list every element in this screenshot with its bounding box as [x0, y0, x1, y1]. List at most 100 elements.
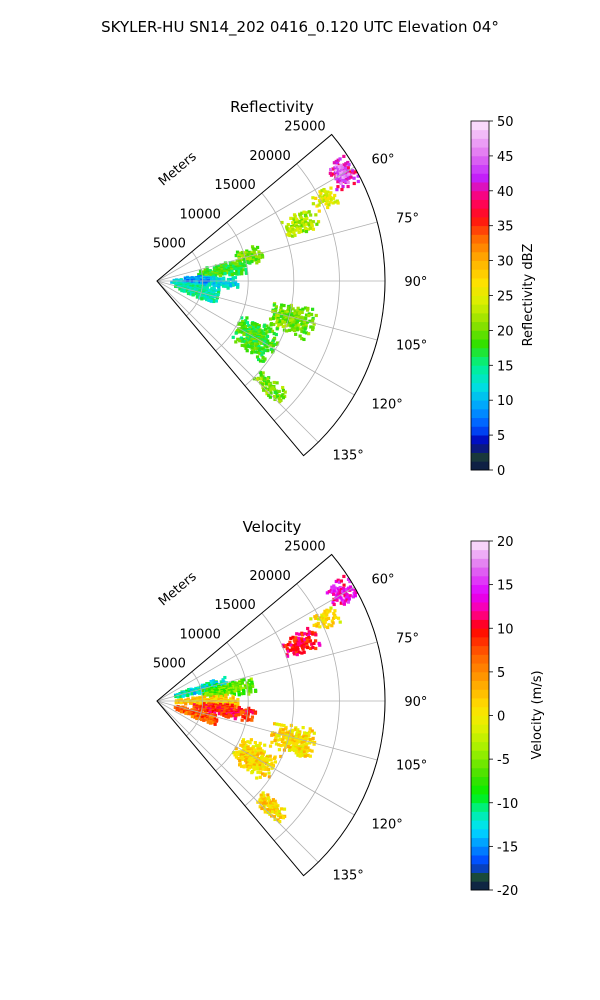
azimuth-tick-label: 90° — [404, 275, 427, 290]
echo-region — [268, 722, 317, 758]
colorbar-segment — [471, 619, 489, 629]
colorbar-segment — [471, 260, 489, 270]
colorbar-segment — [471, 828, 489, 839]
echo-region — [325, 574, 358, 607]
colorbar-segment — [471, 575, 489, 586]
colorbar-tick-label: 50 — [497, 115, 514, 130]
echo-region — [256, 791, 287, 824]
sector-frame — [156, 553, 386, 877]
colorbar-segment — [471, 330, 489, 340]
colorbar-tick-label: 20 — [497, 535, 514, 550]
colorbar-segment — [471, 382, 489, 392]
azimuth-spoke — [156, 166, 355, 282]
colorbar-segment — [471, 645, 489, 655]
range-tick-label: 15000 — [214, 178, 255, 193]
colorbar-tick-label: 5 — [497, 666, 505, 681]
colorbar-tick-label: 5 — [497, 429, 505, 444]
colorbar-segment — [471, 593, 489, 603]
colorbar-segment — [471, 698, 489, 708]
velocity-echoes — [173, 574, 358, 824]
reflectivity-colorbar-label: Reflectivity dBZ — [521, 244, 536, 347]
azimuth-tick-label: 120° — [371, 818, 402, 833]
colorbar-segment — [471, 286, 489, 296]
echo-region — [197, 257, 249, 279]
colorbar-tick-label: 0 — [497, 464, 505, 479]
azimuth-spoke — [156, 280, 378, 341]
colorbar-segment — [471, 654, 489, 664]
colorbar-segment — [471, 225, 489, 235]
colorbar-tick-label: 20 — [497, 324, 514, 339]
echo-region — [200, 677, 258, 699]
velocity-grid — [156, 553, 386, 877]
colorbar-segment — [471, 216, 489, 227]
colorbar-tick-label: 35 — [497, 220, 514, 235]
colorbar-segment — [471, 636, 489, 647]
colorbar-segment — [471, 750, 489, 760]
colorbar-segment — [471, 452, 489, 462]
colorbar-segment — [471, 129, 489, 139]
range-ring — [244, 192, 295, 387]
colorbar-segment — [471, 461, 489, 471]
colorbar-segment — [471, 339, 489, 349]
colorbar-segment — [471, 567, 489, 577]
figure-title: SKYLER-HU SN14_202 0416_0.120 UTC Elevat… — [101, 18, 499, 37]
range-tick-label: 5000 — [153, 237, 186, 252]
colorbar-segment — [471, 794, 489, 804]
reflectivity-panel: Reflectivity 60° 75° 90° 105° 120° 135° 5000 10… — [153, 98, 428, 463]
azimuth-tick-label: 75° — [396, 632, 419, 647]
reflectivity-radial-label: Meters — [156, 149, 200, 189]
colorbar-segment — [471, 610, 489, 620]
colorbar-tick-label: 25 — [497, 290, 514, 305]
colorbar-segment — [471, 855, 489, 865]
colorbar-segment — [471, 671, 489, 681]
azimuth-spoke — [156, 700, 319, 863]
colorbar-tick-label: 10 — [497, 622, 514, 637]
range-tick-label: 10000 — [180, 627, 221, 642]
velocity-colorbar-label: Velocity (m/s) — [530, 670, 545, 759]
colorbar-segment — [471, 312, 489, 323]
colorbar-segment — [471, 155, 489, 166]
colorbar-tick-label: 40 — [497, 185, 514, 200]
colorbar-segment — [471, 435, 489, 445]
reflectivity-tick-labels: 60° 75° 90° 105° 120° 135° 5000 10000 15000 20000… — [153, 119, 428, 463]
range-ring — [273, 163, 340, 422]
echo-region — [309, 606, 342, 630]
colorbar-segment — [471, 138, 489, 148]
echo-region — [231, 316, 280, 363]
range-ring — [273, 583, 340, 842]
azimuth-tick-label: 120° — [371, 398, 402, 413]
azimuth-tick-label: 105° — [396, 338, 427, 353]
colorbar-segment — [471, 243, 489, 253]
colorbar-segment — [471, 347, 489, 357]
reflectivity-grid — [156, 133, 386, 457]
azimuth-tick-label: 105° — [396, 758, 427, 773]
colorbar-tick-label: 30 — [497, 255, 514, 270]
colorbar-segment — [471, 680, 489, 690]
colorbar-segment — [471, 391, 489, 401]
range-tick-label: 25000 — [284, 119, 325, 134]
colorbar-segment — [471, 785, 489, 795]
colorbar-segment — [471, 811, 489, 821]
reflectivity-colorbar: Reflectivity dBZ 0 5 10 15 20 25 30 35 40 45 50 — [470, 115, 536, 479]
colorbar-segment — [471, 190, 489, 200]
echo-region — [281, 626, 322, 658]
range-ring — [215, 642, 249, 772]
colorbar-segment — [471, 121, 489, 131]
range-ring — [215, 222, 249, 352]
velocity-radial-label: Meters — [156, 569, 200, 609]
azimuth-spoke — [156, 641, 378, 702]
reflectivity-title: Reflectivity — [230, 98, 314, 116]
range-tick-label: 20000 — [249, 569, 290, 584]
colorbar-segment — [471, 628, 489, 638]
colorbar-segment — [471, 715, 489, 725]
azimuth-tick-label: 75° — [396, 212, 419, 227]
colorbar-segment — [471, 732, 489, 743]
colorbar-segment — [471, 689, 489, 699]
colorbar-segment — [471, 872, 489, 882]
colorbar-segment — [471, 706, 489, 716]
colorbar-segment — [471, 863, 489, 873]
range-tick-label: 10000 — [180, 207, 221, 222]
range-ring — [244, 612, 295, 807]
azimuth-tick-label: 90° — [404, 695, 427, 710]
